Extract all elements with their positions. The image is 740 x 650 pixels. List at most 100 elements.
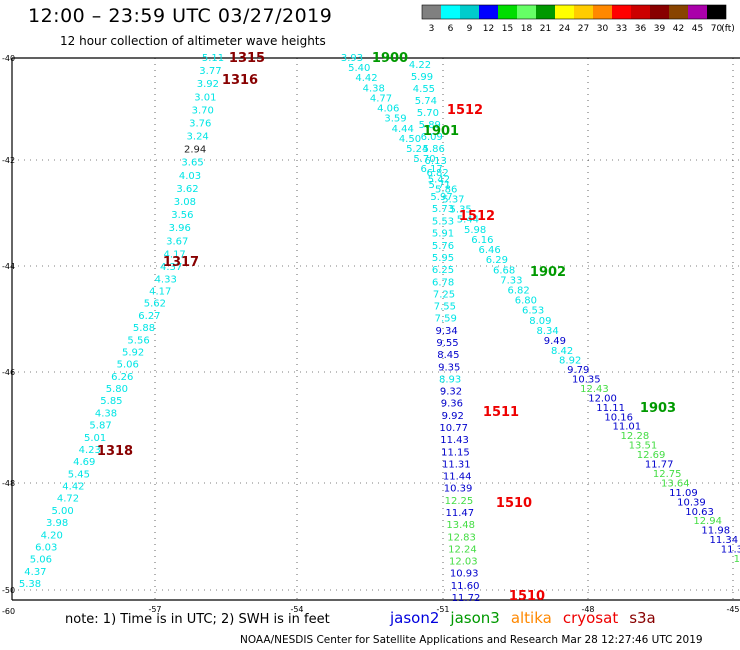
wave-height-label: 12.00 — [588, 393, 617, 404]
wave-height-label: 6.80 — [515, 296, 537, 307]
wave-height-label: 5.62 — [144, 299, 166, 310]
scale-label: 21 — [540, 24, 551, 34]
wave-height-label: 5.86 — [435, 184, 457, 195]
wave-height-label: 12.03 — [449, 557, 478, 568]
lon-tick-label: -48 — [581, 605, 594, 614]
wave-height-label: 4.72 — [57, 494, 79, 505]
pass-time-label: 1318 — [97, 444, 133, 459]
wave-height-label: 3.08 — [174, 197, 196, 208]
wave-height-label: 8.42 — [551, 346, 573, 357]
wave-height-label: 9.34 — [435, 326, 457, 337]
wave-height-label: 4.33 — [155, 274, 177, 285]
wave-height-label: 9.55 — [436, 338, 458, 349]
wave-height-label: 4.77 — [370, 93, 392, 104]
wave-height-label: 6.16 — [471, 235, 493, 246]
wave-height-label: 2.94 — [184, 145, 206, 156]
wave-height-label: 10.63 — [685, 507, 714, 518]
scale-swatch-9 — [460, 5, 479, 19]
scale-swatch-36 — [631, 5, 650, 19]
wave-height-label: 11.44 — [443, 472, 472, 483]
wave-height-label: 5.56 — [127, 335, 149, 346]
wave-height-label: 4.50 — [399, 134, 421, 145]
wave-height-label: 6.82 — [427, 168, 449, 179]
wave-height-label: 4.44 — [392, 124, 414, 135]
pass-time-label: 1316 — [222, 73, 258, 88]
scale-swatch-3 — [422, 5, 441, 19]
pass-time-label: 1512 — [447, 103, 483, 118]
wave-height-label: 11.77 — [645, 460, 674, 471]
corner-label: -60 — [2, 607, 15, 616]
wave-height-label: 7.25 — [433, 289, 455, 300]
wave-height-label: 12.43 — [580, 384, 609, 395]
pass-time-label: 1903 — [640, 401, 676, 416]
page-subtitle: 12 hour collection of altimeter wave hei… — [60, 34, 326, 48]
wave-height-label: 7.33 — [500, 275, 522, 286]
wave-height-label: 4.38 — [363, 83, 385, 94]
wave-height-label: 9.92 — [442, 411, 464, 422]
scale-label: 12 — [483, 24, 494, 34]
wave-height-label: 5.24 — [406, 144, 428, 155]
lat-tick-label: -50 — [2, 586, 15, 595]
wave-height-label: 5.74 — [415, 96, 437, 107]
scale-label: 30 — [597, 24, 609, 34]
wave-height-label: 5.91 — [432, 229, 454, 240]
scale-label: 33 — [616, 24, 627, 34]
credit-line: NOAA/NESDIS Center for Satellite Applica… — [240, 634, 703, 646]
wave-height-label: 5.89 — [419, 120, 441, 131]
wave-height-label: 3.96 — [169, 223, 191, 234]
wave-height-label: 6.17 — [421, 164, 443, 175]
wave-height-label: 5.85 — [100, 396, 122, 407]
wave-height-label: 6.53 — [522, 306, 544, 317]
wave-height-label: 5.38 — [19, 579, 41, 590]
wave-height-label: 5.76 — [432, 241, 454, 252]
lat-tick-label: -40 — [2, 54, 15, 63]
wave-height-label: 10.16 — [604, 412, 633, 423]
wave-height-label: 8.92 — [559, 356, 581, 367]
wave-height-label: 9.49 — [544, 336, 566, 347]
wave-height-label: 11.15 — [441, 447, 470, 458]
wave-height-label: 3.65 — [181, 158, 203, 169]
lon-tick-label: -51 — [436, 605, 449, 614]
wave-height-label: 13.51 — [629, 441, 658, 452]
wave-height-label: 11.11 — [596, 403, 625, 414]
wave-height-label: 5.92 — [122, 347, 144, 358]
footnote: note: 1) Time is in UTC; 2) SWH is in fe… — [65, 612, 330, 627]
wave-height-label: 4.38 — [95, 408, 117, 419]
scale-label: 3 — [429, 24, 435, 34]
pass-time-label: 1315 — [229, 51, 265, 66]
wave-height-label: 11.09 — [669, 488, 698, 499]
wave-height-label: 9.36 — [441, 399, 463, 410]
scale-label: 15 — [502, 24, 513, 34]
wave-height-label: 5.86 — [423, 144, 445, 155]
wave-height-label: 3.67 — [166, 236, 188, 247]
wave-height-label: 6.03 — [35, 542, 57, 553]
wave-height-label: 5.70 — [413, 154, 435, 165]
wave-height-label: 4.42 — [355, 73, 377, 84]
scale-label: 9 — [467, 24, 473, 34]
satellite-jason3: jason3 — [450, 609, 500, 627]
wave-height-label: 11.34 — [710, 535, 739, 546]
wave-height-label: 11.01 — [612, 422, 641, 433]
scale-swatch-18 — [517, 5, 536, 19]
scale-swatch-30 — [593, 5, 612, 19]
wave-height-label: 7.59 — [435, 314, 457, 325]
wave-height-label: 6.78 — [432, 277, 454, 288]
scale-label: 36 — [635, 24, 647, 34]
lat-tick-label: -42 — [2, 156, 15, 165]
wave-height-label: 11.43 — [440, 435, 469, 446]
scale-swatch-27 — [574, 5, 593, 19]
wave-height-label: 5.95 — [432, 253, 454, 264]
satellite-cryosat: cryosat — [562, 609, 619, 627]
wave-height-label: 12.69 — [637, 450, 666, 461]
wave-height-label: 6.82 — [507, 285, 529, 296]
color-scale-legend: 3 6 9 12 15 18 21 24 27 30 33 36 39 42 45 70(ft) — [421, 4, 735, 34]
satellite-altika: altika — [510, 609, 552, 627]
wave-height-label: 4.20 — [41, 530, 63, 541]
wave-height-label: 6.09 — [421, 132, 443, 143]
wave-height-label: 5.37 — [442, 195, 464, 206]
wave-height-label: 4.37 — [160, 262, 182, 273]
wave-height-label: 3.62 — [176, 184, 198, 195]
scale-swatch-70 — [707, 5, 726, 19]
wave-height-label: 5.00 — [51, 506, 73, 517]
wave-height-label: 10.39 — [677, 497, 706, 508]
